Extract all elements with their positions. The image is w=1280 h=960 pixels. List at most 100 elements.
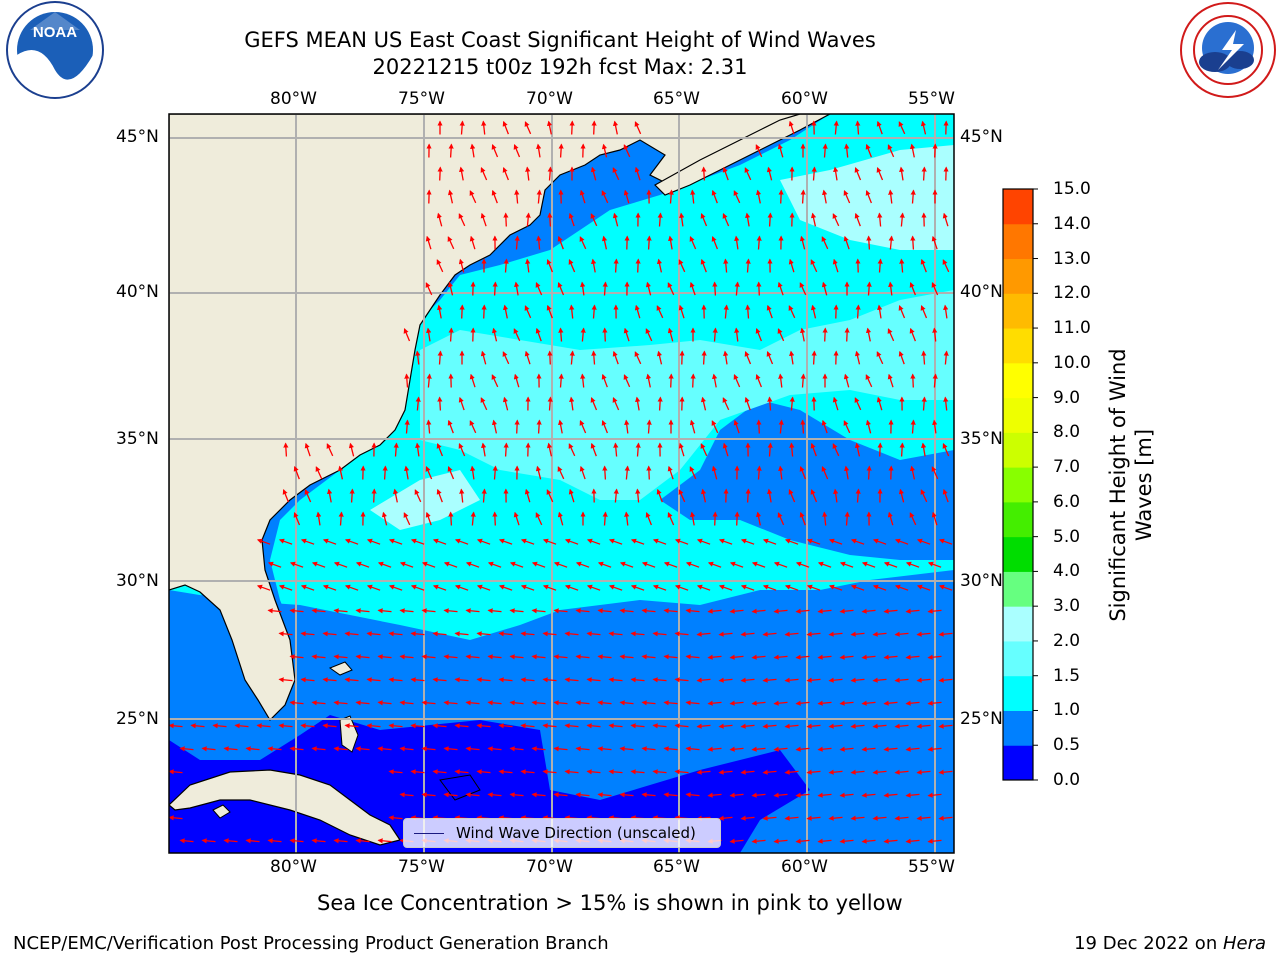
wind-wave-arrow [756, 465, 762, 480]
wind-wave-arrow [646, 465, 652, 480]
wind-wave-arrow [751, 561, 766, 568]
wind-wave-arrow [817, 838, 832, 844]
wind-wave-arrow [447, 189, 454, 204]
wind-wave-arrow [817, 608, 832, 614]
lon-tick-top-75w: 75°W [398, 89, 445, 109]
wind-wave-arrow [734, 511, 740, 526]
wind-wave-arrow [458, 443, 466, 457]
wind-wave-arrow [685, 561, 700, 568]
wind-wave-arrow [833, 488, 839, 503]
wind-wave-arrow [788, 489, 796, 503]
wind-wave-arrow [854, 397, 862, 411]
wind-wave-arrow [520, 769, 535, 775]
wind-wave-arrow [388, 584, 403, 591]
wind-wave-arrow [509, 608, 524, 614]
wind-wave-arrow [344, 723, 359, 729]
colorbar-segment [1003, 467, 1033, 503]
wind-wave-arrow [630, 677, 645, 683]
wind-wave-arrow [322, 631, 337, 637]
wind-wave-arrow [685, 792, 700, 798]
wind-wave-arrow [817, 561, 832, 568]
wind-wave-arrow [491, 189, 498, 204]
wind-wave-arrow [718, 815, 733, 821]
wind-wave-arrow [909, 512, 917, 526]
colorbar-segment [1003, 675, 1033, 711]
wind-wave-arrow [558, 327, 564, 342]
wind-wave-arrow [564, 584, 579, 591]
wind-wave-arrow [535, 512, 543, 526]
wind-wave-arrow [289, 746, 304, 752]
wind-wave-arrow [865, 374, 873, 388]
lon-tick-top-55w: 55°W [908, 89, 955, 109]
wind-wave-arrow [755, 511, 762, 526]
lon-tick-bottom-65w: 65°W [653, 857, 700, 877]
wind-wave-arrow [663, 700, 678, 706]
wind-wave-arrow [267, 838, 282, 844]
wind-wave-arrow [432, 769, 447, 775]
wind-wave-arrow [795, 700, 810, 706]
wind-wave-arrow [701, 166, 707, 181]
wind-wave-arrow [839, 792, 854, 798]
wind-wave-arrow [608, 769, 623, 775]
wind-wave-arrow [602, 511, 608, 526]
wind-wave-arrow [828, 584, 843, 591]
wind-wave-arrow [811, 166, 817, 181]
wind-wave-arrow [668, 189, 674, 204]
wind-wave-arrow [520, 723, 535, 729]
wind-wave-arrow [843, 373, 850, 388]
wind-wave-arrow [938, 769, 953, 775]
wind-wave-arrow [707, 792, 722, 798]
wind-wave-arrow [832, 396, 839, 411]
wind-wave-arrow [888, 189, 894, 204]
wind-wave-arrow [821, 419, 828, 434]
wind-wave-arrow [927, 700, 942, 706]
wind-wave-arrow [564, 769, 579, 775]
wind-wave-arrow [641, 792, 656, 798]
colorbar-segment [1003, 293, 1033, 329]
wind-wave-arrow [723, 258, 729, 273]
wind-wave-arrow [425, 511, 432, 526]
wind-wave-arrow [755, 374, 763, 388]
wind-wave-arrow [674, 538, 689, 545]
wind-wave-arrow [513, 511, 520, 526]
wind-wave-arrow [410, 631, 425, 637]
wind-wave-arrow [421, 654, 436, 660]
wind-wave-arrow [558, 143, 564, 158]
wind-wave-arrow [580, 373, 586, 388]
wind-wave-arrow [722, 397, 730, 411]
wind-wave-arrow [942, 488, 949, 503]
wind-wave-arrow [910, 373, 916, 388]
wind-wave-arrow [531, 700, 546, 706]
wind-wave-arrow [601, 235, 608, 250]
wind-wave-arrow [311, 700, 326, 706]
wind-wave-arrow [656, 488, 663, 503]
wind-wave-arrow [502, 304, 509, 319]
wind-wave-arrow [822, 189, 828, 204]
wind-wave-arrow [557, 466, 565, 480]
wind-wave-arrow [916, 538, 931, 545]
wind-wave-arrow [777, 328, 785, 342]
wind-wave-arrow [723, 304, 729, 319]
wind-wave-arrow [799, 235, 806, 250]
wind-wave-arrow [492, 465, 498, 480]
wind-wave-arrow [524, 488, 531, 503]
wind-wave-arrow [883, 746, 898, 752]
wind-wave-arrow [635, 396, 641, 411]
lat-tick-right-45n: 45°N [960, 127, 1003, 147]
sea-ice-note: Sea Ice Concentration > 15% is shown in … [317, 891, 903, 915]
colorbar-label: Significant Height of Wind Waves [m] [1106, 348, 1156, 622]
colorbar-tick-label: 4.0 [1053, 561, 1081, 582]
wind-wave-arrow [399, 561, 414, 568]
wind-wave-arrow [624, 419, 630, 434]
wind-wave-arrow [921, 350, 927, 365]
wind-wave-arrow [612, 350, 619, 365]
wind-wave-arrow [806, 538, 821, 545]
wind-wave-arrow [542, 631, 557, 637]
wind-wave-arrow [866, 281, 872, 296]
wind-wave-arrow [465, 792, 480, 798]
wind-wave-arrow [300, 631, 315, 637]
wind-wave-arrow [355, 838, 370, 844]
wind-wave-arrow [586, 677, 601, 683]
wind-wave-arrow [223, 746, 238, 752]
wind-wave-arrow [729, 654, 744, 660]
